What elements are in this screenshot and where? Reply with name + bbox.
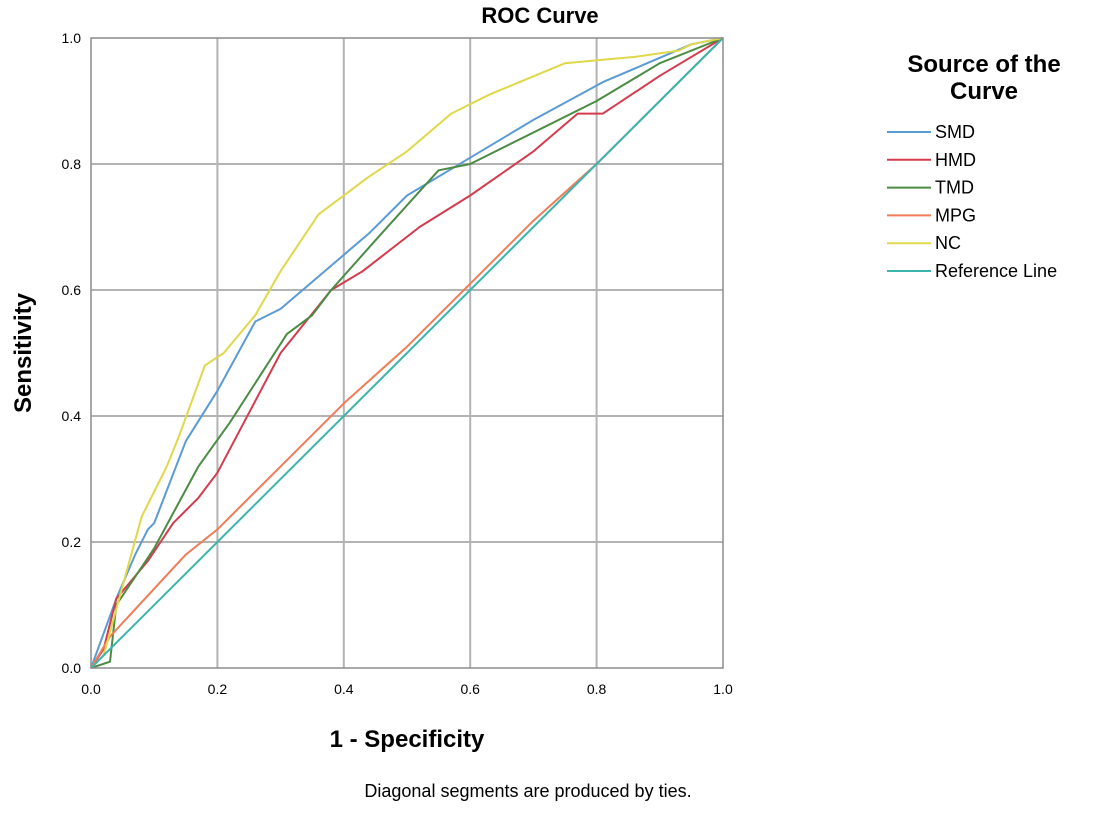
y-tick-labels: 0.0 0.2 0.4 0.6 0.8 1.0 bbox=[62, 30, 82, 676]
x-tick-label: 0.4 bbox=[334, 681, 354, 697]
series-line-nc bbox=[90, 37, 724, 669]
x-tick-label: 0.8 bbox=[587, 681, 607, 697]
y-tick-label: 0.8 bbox=[62, 156, 82, 172]
legend-label-mpg: MPG bbox=[935, 205, 976, 225]
x-tick-labels: 0.0 0.2 0.4 0.6 0.8 1.0 bbox=[81, 681, 733, 697]
legend-label-reference-line: Reference Line bbox=[935, 261, 1057, 281]
legend-label-tmd: TMD bbox=[935, 178, 974, 198]
footnote: Diagonal segments are produced by ties. bbox=[364, 781, 691, 801]
legend: SMD HMD TMD MPG NC Reference Line bbox=[887, 122, 1057, 281]
y-tick-label: 0.2 bbox=[62, 534, 82, 550]
series-line-tmd bbox=[90, 37, 724, 669]
x-tick-label: 0.2 bbox=[208, 681, 228, 697]
grid bbox=[91, 38, 723, 668]
y-tick-label: 0.6 bbox=[62, 282, 82, 298]
y-tick-label: 0.4 bbox=[62, 408, 82, 424]
y-tick-label: 0.0 bbox=[62, 660, 82, 676]
y-tick-label: 1.0 bbox=[62, 30, 82, 46]
x-tick-label: 0.0 bbox=[81, 681, 101, 697]
legend-label-hmd: HMD bbox=[935, 150, 976, 170]
legend-title-line-1: Source of the bbox=[907, 51, 1060, 78]
series-line-smd bbox=[90, 37, 724, 669]
legend-title-line-2: Curve bbox=[950, 78, 1018, 105]
series-lines bbox=[90, 37, 724, 669]
chart-title: ROC Curve bbox=[481, 3, 598, 28]
legend-label-smd: SMD bbox=[935, 122, 975, 142]
x-axis-title: 1 - Specificity bbox=[330, 726, 485, 753]
series-line-reference-line bbox=[90, 37, 724, 669]
legend-label-nc: NC bbox=[935, 233, 961, 253]
plot-frame bbox=[90, 37, 724, 669]
x-tick-label: 1.0 bbox=[713, 681, 733, 697]
y-axis-title: Sensitivity bbox=[10, 292, 37, 413]
x-tick-label: 0.6 bbox=[460, 681, 480, 697]
